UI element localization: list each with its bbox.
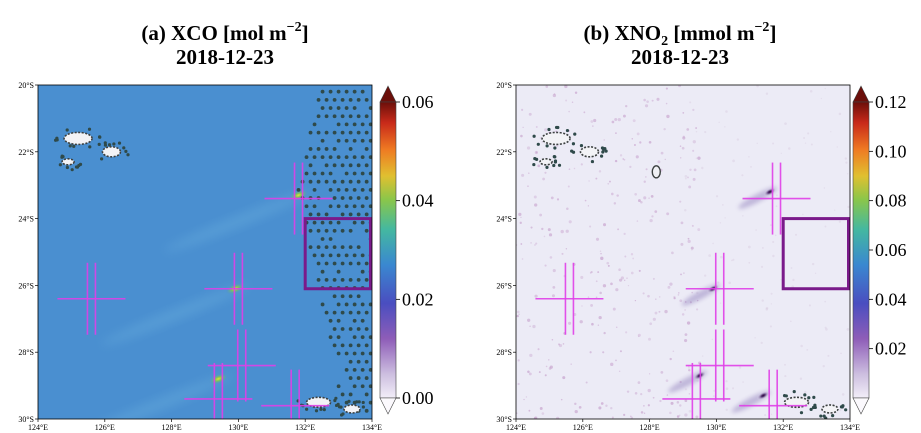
source-cross (184, 362, 253, 419)
panel-b-background (516, 85, 850, 419)
x-tick-label: 124°E (28, 423, 48, 432)
colorbar-tick-label: 0.00 (402, 388, 434, 408)
panel-a-axis-ticks: 124°E 126°E 128°E 130°E 132°E 134°E 20°S 22°S 24… (18, 81, 382, 432)
plume (731, 390, 771, 413)
colorbar-tick-label: 0.04 (875, 289, 907, 309)
y-tick-label: 22°S (496, 148, 512, 157)
source-cross (662, 362, 731, 419)
panel-b-title: (b) XNO2 [mmol m−2] (584, 20, 777, 49)
colorbar-tick-label: 0.02 (875, 339, 907, 359)
x-tick-label: 126°E (573, 423, 593, 432)
panel-a-map: 124°E 126°E 128°E 130°E 132°E 134°E 20°S 22°S 24… (18, 81, 382, 432)
panel-a-title: (a) XCO [mol m−2] (141, 20, 308, 45)
x-tick-label: 128°E (162, 423, 182, 432)
colorbar-tick-label: 0.08 (875, 191, 907, 211)
panel-b-date: 2018-12-23 (631, 45, 729, 69)
source-cross (742, 162, 811, 235)
source-cross (685, 329, 754, 402)
source-cross (685, 252, 754, 325)
y-tick-label: 28°S (18, 348, 34, 357)
y-tick-label: 20°S (496, 81, 512, 90)
panel-a-source-crosses (57, 162, 333, 419)
colorbar-tick-label: 0.06 (402, 92, 434, 112)
x-tick-label: 130°E (228, 423, 248, 432)
panel-b-cloud-dots (532, 125, 848, 419)
y-tick-label: 24°S (496, 215, 512, 224)
source-cross (57, 262, 126, 335)
y-tick-label: 30°S (18, 415, 34, 424)
colorbar-tick-label: 0.02 (402, 289, 434, 309)
colorbar-tick-label: 0.04 (402, 191, 434, 211)
y-tick-label: 26°S (496, 281, 512, 290)
panel-b-axis-ticks: 124°E 126°E 128°E 130°E 132°E 134°E 20°S 22°S 24… (496, 81, 860, 432)
source-cross (261, 369, 330, 419)
y-tick-label: 20°S (18, 81, 34, 90)
colorbar-tick-label: 0.12 (875, 92, 907, 112)
panel-b-background-box (781, 217, 850, 291)
panel-a-background-box (303, 217, 372, 291)
panel-b-map: 124°E 126°E 128°E 130°E 132°E 134°E 20°S 22°S 24… (496, 81, 860, 432)
y-tick-label: 26°S (18, 281, 34, 290)
panel-b-speckles (516, 85, 850, 419)
colorbar-tick-label: 0.10 (875, 141, 907, 161)
panel-b-source-crosses (535, 162, 811, 419)
source-cross (264, 162, 333, 235)
panel-a-cloud-dots (53, 89, 372, 417)
y-tick-label: 24°S (18, 215, 34, 224)
x-tick-label: 126°E (95, 423, 115, 432)
y-tick-label: 28°S (496, 348, 512, 357)
x-tick-label: 124°E (506, 423, 526, 432)
source-cross (535, 262, 604, 335)
x-tick-label: 132°E (295, 423, 315, 432)
panel-a-colorbar: 0.00 0.02 0.04 0.06 (379, 85, 434, 415)
panel-a-date: 2018-12-23 (176, 45, 274, 69)
panel-b-colorbar: 0.02 0.04 0.06 0.08 0.10 0.12 (852, 85, 907, 415)
colorbar-tick-label: 0.06 (875, 240, 907, 260)
source-cross (204, 252, 273, 325)
source-cross (739, 369, 808, 419)
x-tick-label: 134°E (840, 423, 860, 432)
x-tick-label: 134°E (362, 423, 382, 432)
x-tick-label: 130°E (706, 423, 726, 432)
x-tick-label: 128°E (640, 423, 660, 432)
x-tick-label: 132°E (773, 423, 793, 432)
panel-a-background (38, 85, 372, 419)
source-cross (207, 329, 276, 402)
y-tick-label: 22°S (18, 148, 34, 157)
y-tick-label: 30°S (496, 415, 512, 424)
